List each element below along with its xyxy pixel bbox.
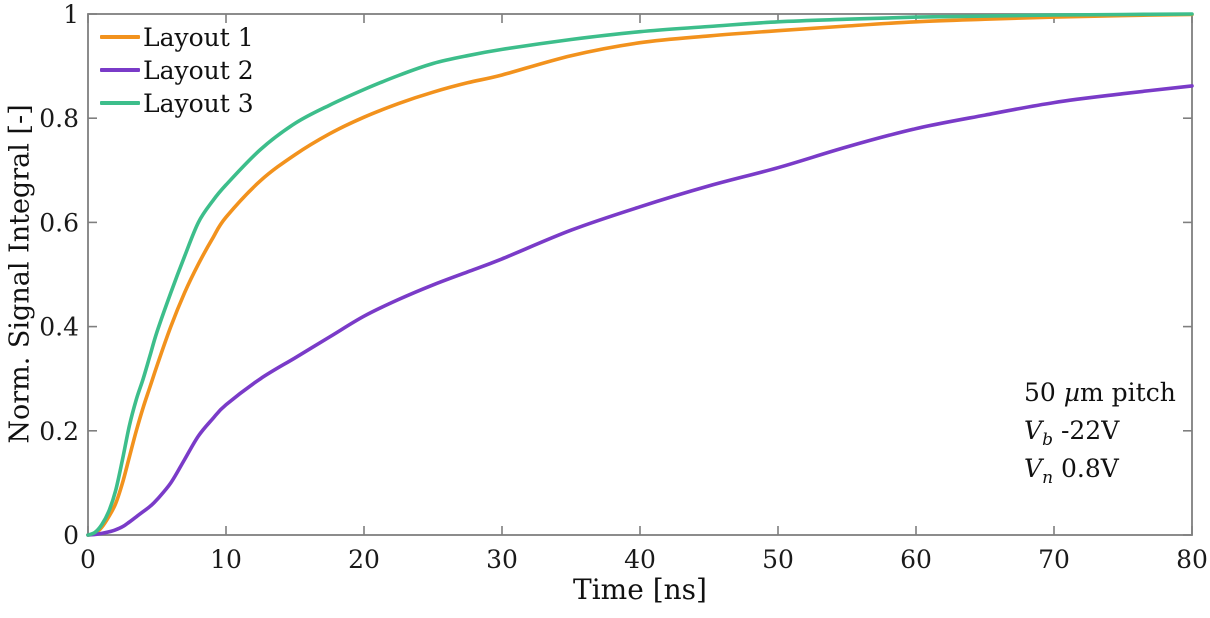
svg-text:60: 60 (900, 545, 932, 574)
svg-text:0.6: 0.6 (39, 208, 79, 237)
svg-text:0.2: 0.2 (39, 417, 79, 446)
legend: Layout 1 Layout 2 Layout 3 (100, 25, 254, 124)
svg-text:0: 0 (80, 545, 96, 574)
svg-text:0.8: 0.8 (39, 104, 79, 133)
svg-text:80: 80 (1176, 545, 1208, 574)
annotation-vn: Vn 0.8V (1024, 454, 1119, 488)
y-axis-label: Norm. Signal Integral [-] (4, 104, 36, 444)
svg-text:40: 40 (624, 545, 656, 574)
svg-text:20: 20 (348, 545, 380, 574)
svg-text:50: 50 (762, 545, 794, 574)
annotation-pitch: 50 µm pitch (1024, 378, 1176, 407)
legend-item-layout-1: Layout 1 (100, 22, 254, 52)
legend-item-layout-2: Layout 2 (100, 55, 254, 85)
legend-label: Layout 3 (143, 88, 254, 118)
annotation-vb: Vb -22V (1024, 416, 1120, 450)
svg-text:30: 30 (486, 545, 518, 574)
svg-text:10: 10 (210, 545, 242, 574)
x-axis-label: Time [ns] (573, 573, 707, 606)
legend-swatch-layout-1 (100, 35, 140, 39)
legend-label: Layout 2 (143, 55, 254, 85)
legend-item-layout-3: Layout 3 (100, 88, 254, 118)
legend-swatch-layout-2 (100, 68, 140, 72)
svg-text:0.4: 0.4 (39, 313, 79, 342)
svg-text:70: 70 (1038, 545, 1070, 574)
annotation-block: 50 µm pitch Vb -22V Vn 0.8V (1024, 374, 1176, 488)
svg-text:1: 1 (63, 0, 79, 29)
legend-swatch-layout-3 (100, 101, 140, 105)
svg-text:0: 0 (63, 521, 79, 550)
legend-label: Layout 1 (143, 22, 254, 52)
